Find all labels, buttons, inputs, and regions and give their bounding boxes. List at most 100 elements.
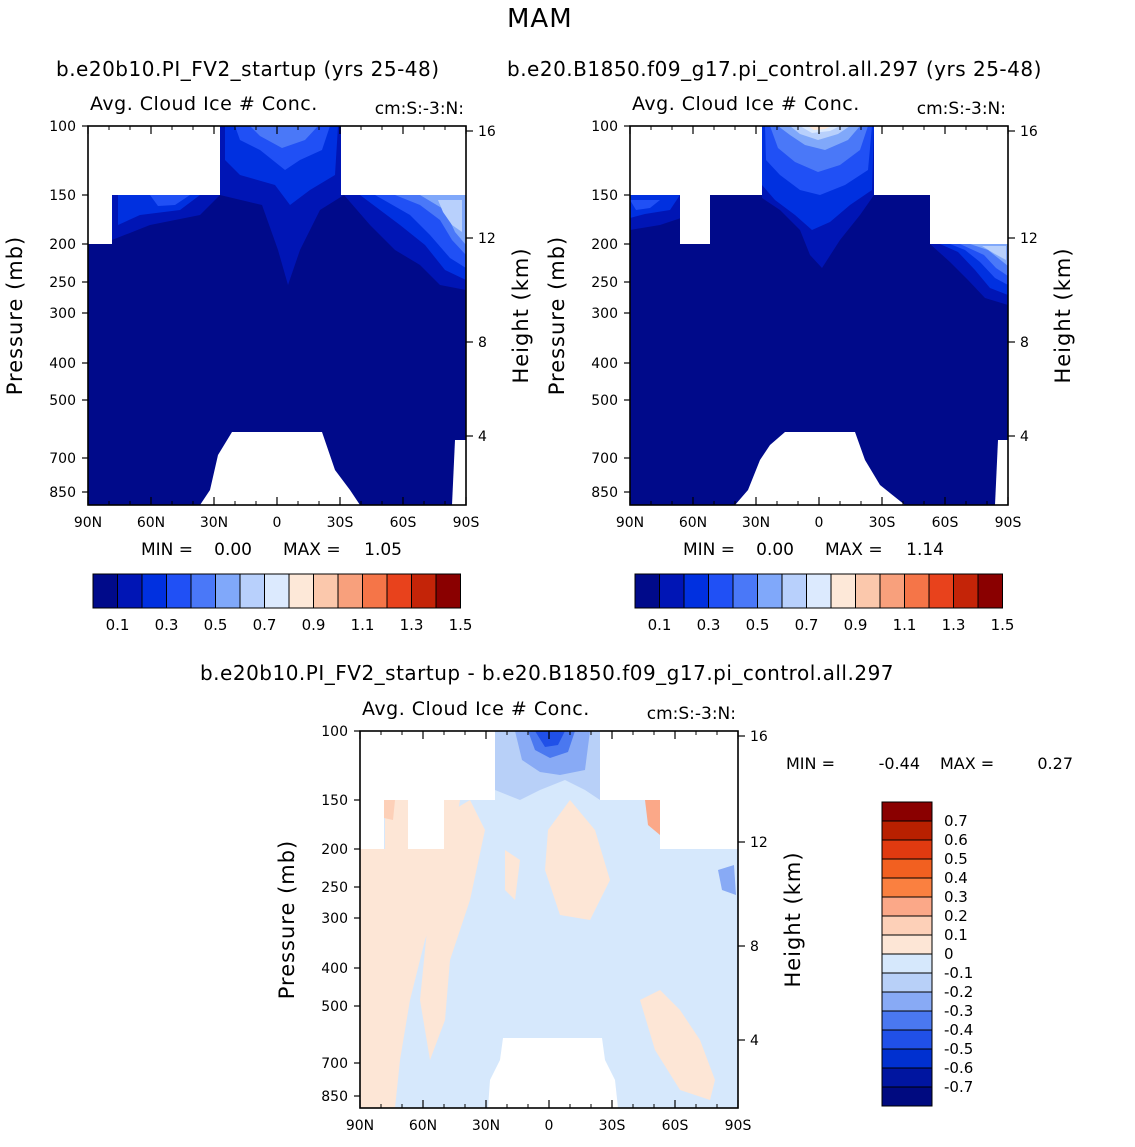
y-tick-label: 700	[321, 1056, 348, 1072]
x-tick-label: 60N	[679, 515, 707, 531]
colorbar-box	[659, 573, 685, 609]
colorbar-label: 0.5	[746, 616, 770, 634]
colorbar-label: 0.5	[944, 850, 968, 868]
x-tick-label: 30N	[472, 1118, 500, 1134]
colorbar-label: -0.3	[944, 1002, 973, 1020]
field-level	[982, 246, 1006, 260]
colorbar-box	[411, 573, 437, 609]
colorbar-label: 0.7	[253, 616, 277, 634]
max-value: 1.14	[906, 540, 944, 560]
colorbar-label: 0.6	[944, 831, 968, 849]
colorbar-label: 1.5	[449, 616, 473, 634]
missing-region	[600, 731, 738, 800]
colorbar-box	[166, 573, 192, 609]
colorbar-label: 0.3	[697, 616, 721, 634]
colorbar-box	[855, 573, 881, 609]
colorbar-box	[634, 573, 660, 609]
min-value: 0.00	[756, 540, 794, 560]
y-tick-label: 850	[49, 485, 76, 501]
field-level	[645, 800, 660, 835]
colorbar-box	[264, 573, 290, 609]
colorbar-label: -0.4	[944, 1021, 973, 1039]
colorbar-box	[881, 1029, 933, 1050]
field-level	[630, 200, 660, 210]
x-tick-label: 90N	[74, 515, 102, 531]
colorbar-label: -0.2	[944, 983, 973, 1001]
missing-region	[660, 800, 738, 849]
colorbar-label: 0.1	[944, 926, 968, 944]
x-tick-label: 30S	[869, 515, 896, 531]
y-axis-label: Pressure (mb)	[545, 236, 569, 396]
height-tick-label: 4	[478, 429, 487, 445]
field-base	[630, 195, 1008, 505]
max-label: MAX =	[825, 540, 883, 560]
missing-region	[360, 731, 495, 800]
units-label: cm:S:-3:N:	[917, 99, 1006, 119]
colorbar-box	[288, 573, 314, 609]
colorbar-box	[881, 801, 933, 822]
colorbar-box	[881, 1048, 933, 1069]
height-tick-label: 12	[750, 835, 768, 851]
colorbar-label: 0.9	[844, 616, 868, 634]
y-tick-label: 250	[49, 275, 76, 291]
y-tick-label: 150	[591, 188, 618, 204]
panel-title: b.e20.B1850.f09_g17.pi_control.all.297 (…	[507, 57, 1042, 81]
x-tick-label: 90N	[616, 515, 644, 531]
height-tick-label: 12	[1020, 231, 1038, 247]
colorbar-label: 0.9	[302, 616, 326, 634]
colorbar-box	[141, 573, 167, 609]
field-level	[718, 865, 736, 895]
colorbar-box	[881, 953, 933, 974]
x-tick-label: 60S	[932, 515, 959, 531]
colorbar-box	[239, 573, 265, 609]
field-level	[505, 850, 520, 900]
colorbar-box	[881, 858, 933, 879]
missing-region	[930, 195, 1008, 244]
min-label: MIN =	[683, 540, 735, 560]
field-level	[250, 126, 318, 148]
colorbar-box	[953, 573, 979, 609]
colorbar-box	[881, 1086, 933, 1107]
x-tick-label: 90S	[725, 1118, 752, 1134]
colorbar-box	[92, 573, 118, 609]
colorbar-box	[830, 573, 856, 609]
y-tick-label: 850	[591, 485, 618, 501]
max-value: 1.05	[364, 540, 402, 560]
field-level	[545, 800, 610, 920]
colorbar-label: -0.6	[944, 1059, 973, 1077]
max-label: MAX =	[283, 540, 341, 560]
missing-region	[88, 195, 112, 244]
colorbar-label: 1.1	[893, 616, 917, 634]
y-tick-label: 100	[321, 724, 348, 740]
x-tick-label: 30S	[599, 1118, 626, 1134]
missing-region	[488, 1038, 618, 1108]
missing-region	[341, 126, 466, 195]
height-tick-label: 4	[750, 1033, 759, 1049]
max-value: 0.27	[1037, 754, 1073, 773]
colorbar-label: 0	[944, 945, 954, 963]
min-value: 0.00	[214, 540, 252, 560]
height-tick-label: 8	[750, 939, 759, 955]
missing-region	[452, 440, 466, 505]
height-tick-label: 8	[1020, 335, 1029, 351]
colorbar-label: 1.5	[991, 616, 1015, 634]
y-tick-label: 200	[49, 237, 76, 253]
y-tick-label: 200	[321, 842, 348, 858]
colorbar-label: 0.7	[944, 812, 968, 830]
height-axis-label: Height (km)	[1051, 247, 1075, 383]
missing-region	[735, 432, 905, 505]
x-tick-label: 60S	[390, 515, 417, 531]
season-title: MAM	[507, 4, 573, 34]
field-level	[640, 990, 715, 1100]
y-tick-label: 400	[321, 961, 348, 977]
y-tick-label: 400	[49, 356, 76, 372]
min-label: MIN =	[141, 540, 193, 560]
colorbar-label: 1.3	[400, 616, 424, 634]
y-tick-label: 700	[591, 451, 618, 467]
height-axis-label: Height (km)	[781, 851, 805, 987]
colorbar-box	[904, 573, 930, 609]
variable-label: Avg. Cloud Ice # Conc.	[632, 93, 860, 115]
min-label: MIN =	[786, 754, 835, 773]
colorbar-box	[215, 573, 241, 609]
y-axis-label: Pressure (mb)	[275, 840, 299, 1000]
